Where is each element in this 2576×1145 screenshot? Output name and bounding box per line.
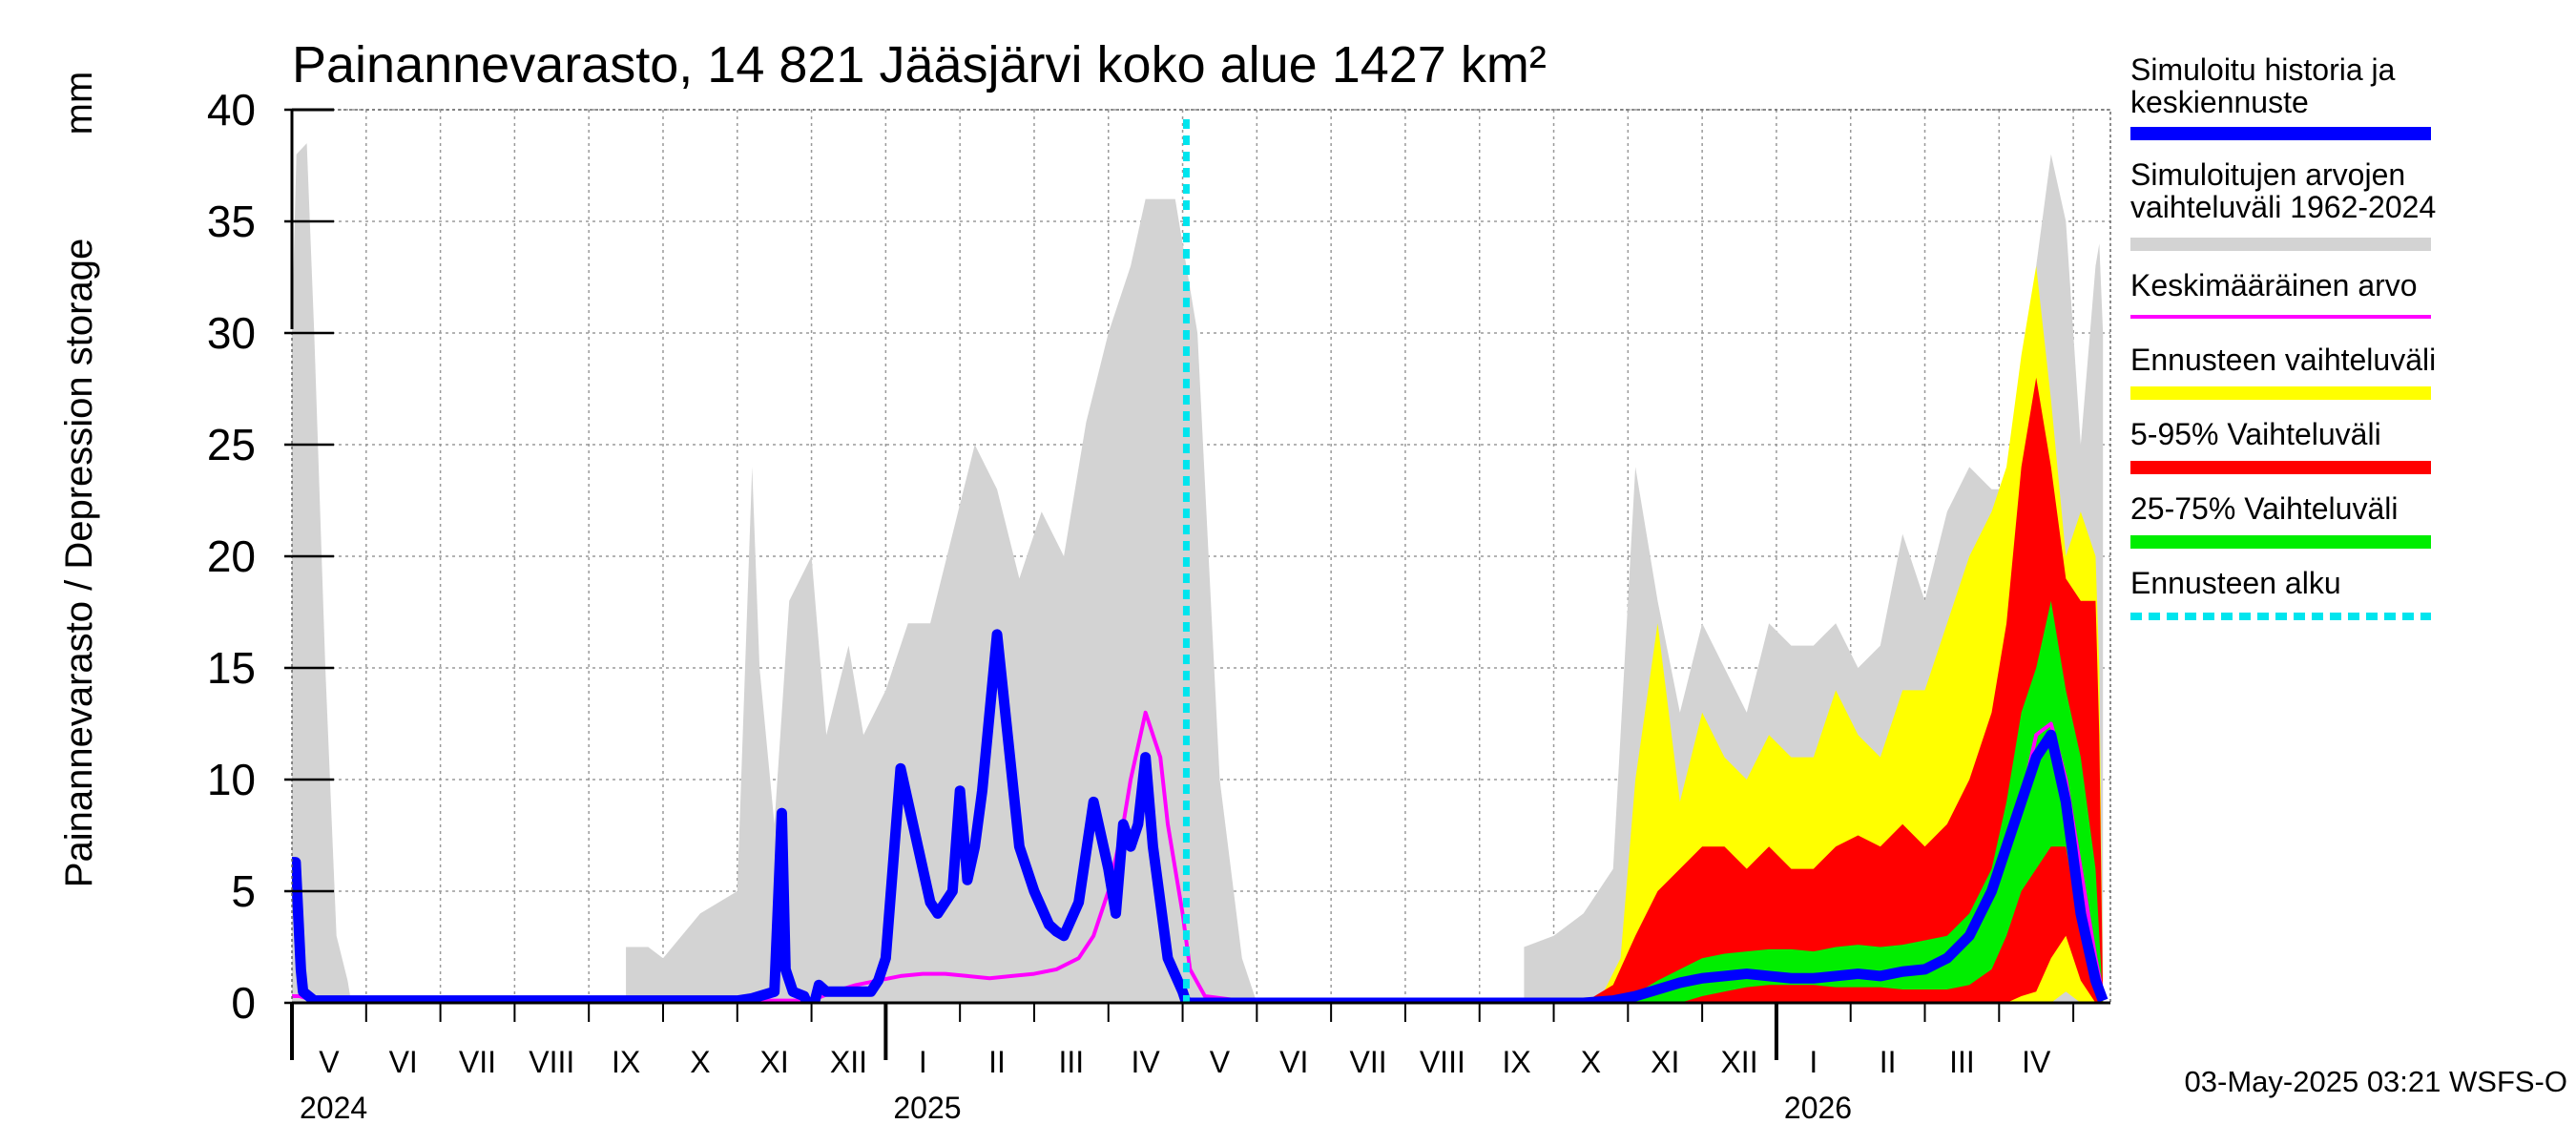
month-label: XII [830,1045,867,1079]
y-tick-label: 20 [207,531,256,581]
area-5-95-vaihteluv-li [1583,377,2104,1003]
month-label: I [1809,1045,1818,1079]
y-tick-label: 40 [207,85,256,135]
legend-label-keskim-r-inen-arvo: Keskimääräinen arvo [2130,268,2418,302]
year-label: 2024 [300,1091,367,1125]
month-label: XI [760,1045,789,1079]
legend-label-simuloitujen-arvojen-vaihteluv-li-1962-2024: Simuloitujen arvojen vaihteluväli 1962-20… [2130,157,2436,224]
month-label: III [1059,1045,1085,1079]
month-label: IV [2022,1045,2051,1079]
month-label: XII [1720,1045,1757,1079]
y-tick-label: 0 [231,978,256,1028]
y-tick-label: 35 [207,197,256,246]
month-label: VIII [1420,1045,1465,1079]
y-axis-unit: mm [58,72,100,135]
month-label: IV [1132,1045,1161,1079]
month-label: VIII [529,1045,574,1079]
y-axis: 0 5 10 15 20 25 30 35 40 [207,85,334,1028]
plot-areas [292,143,2104,1003]
year-label: 2025 [893,1091,961,1125]
footer-timestamp: 03-May-2025 03:21 WSFS-O [2185,1065,2567,1098]
month-label: II [1880,1045,1897,1079]
month-label: IX [612,1045,640,1079]
month-label: VII [1349,1045,1386,1079]
month-label: XI [1651,1045,1679,1079]
area-25-75-vaihteluv-li [1583,600,2104,1003]
month-label: VI [1279,1045,1308,1079]
y-tick-label: 15 [207,643,256,693]
y-tick-label: 25 [207,420,256,469]
month-label: V [319,1045,340,1079]
y-tick-label: 5 [231,866,256,916]
month-label: VII [459,1045,496,1079]
legend-label-ennusteen-vaihteluv-li: Ennusteen vaihteluväli [2130,343,2436,377]
y-tick-label: 10 [207,755,256,804]
month-label: II [988,1045,1006,1079]
legend-label-5-95-vaihteluv-li: 5-95% Vaihteluväli [2130,417,2381,451]
month-label: I [919,1045,927,1079]
x-axis: V VI VII VIII IX X XI XII I II III IV V VI VII VIII IX X X… [290,1003,2075,1125]
y-axis-label: Painannevarasto / Depression storage [58,239,100,887]
legend-label-ennusteen-alku: Ennusteen alku [2130,566,2341,600]
chart-title: Painannevarasto, 14 821 Jääsjärvi koko a… [292,36,1547,94]
legend: Simuloitu historia ja keskiennuste Simuloi… [2130,52,2436,620]
plot-lines [292,119,2109,1003]
month-label: III [1949,1045,1975,1079]
month-label: IX [1503,1045,1531,1079]
month-label: X [690,1045,710,1079]
month-label: V [1210,1045,1231,1079]
legend-label-simuloitu-historia-ja-keskiennuste: Simuloitu historia ja keskiennuste [2130,52,2396,119]
month-label: X [1581,1045,1601,1079]
line-simuloitu-historia-ja-keskiennuste [292,629,2109,1003]
year-label: 2026 [1784,1091,1852,1125]
y-tick-label: 30 [207,308,256,358]
month-label: VI [389,1045,418,1079]
legend-label-25-75-vaihteluv-li: 25-75% Vaihteluväli [2130,491,2398,526]
